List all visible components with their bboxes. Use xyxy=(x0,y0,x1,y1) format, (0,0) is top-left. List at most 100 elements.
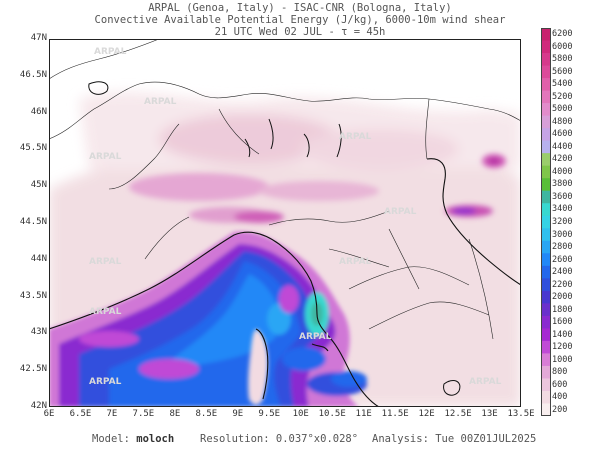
colorbar xyxy=(541,28,551,416)
latitude-label: 44N xyxy=(30,253,47,264)
colorbar-segment xyxy=(541,403,551,416)
latitude-label: 44.5N xyxy=(19,217,47,227)
footer-analysis: Analysis: Tue 00Z01JUL2025 xyxy=(372,433,536,445)
colorbar-segment xyxy=(541,40,551,54)
latitude-label: 43N xyxy=(30,327,47,338)
colorbar-label: 3400 xyxy=(552,204,573,215)
colorbar-label: 400 xyxy=(552,392,568,403)
colorbar-segment xyxy=(541,178,551,192)
latitude-label: 45.5N xyxy=(19,143,47,154)
longitude-label: 12.5E xyxy=(444,409,472,419)
watermark-text: ARPAL xyxy=(89,307,122,317)
colorbar-segment xyxy=(541,140,551,154)
latitude-label: 47N xyxy=(30,33,47,43)
watermark-text: ARPAL xyxy=(89,377,122,387)
colorbar-segment xyxy=(541,115,551,129)
latitude-label: 42.5N xyxy=(19,364,47,375)
colorbar-label: 2800 xyxy=(552,242,573,253)
colorbar-label: 3200 xyxy=(552,217,573,227)
latitude-label: 42N xyxy=(30,401,47,411)
colorbar-segment xyxy=(541,303,551,317)
footer-analysis-label: Analysis: xyxy=(372,433,429,445)
colorbar-label: 6000 xyxy=(552,41,573,52)
colorbar-label: 4200 xyxy=(552,154,573,165)
longitude-label: 7E xyxy=(106,409,118,419)
cape-map: ARPAL ARPAL ARPAL ARPAL ARPAL ARPAL ARPA… xyxy=(49,39,521,407)
longitude-label: 8E xyxy=(169,409,181,419)
colorbar-segment xyxy=(541,28,551,42)
footer-model-value: moloch xyxy=(136,433,175,445)
colorbar-label: 2200 xyxy=(552,279,573,290)
colorbar-segment xyxy=(541,328,551,342)
colorbar-label: 5200 xyxy=(552,91,573,102)
colorbar-segment xyxy=(541,240,551,254)
colorbar-label: 1000 xyxy=(552,354,573,365)
colorbar-label: 2600 xyxy=(552,254,573,265)
footer-resolution-label: Resolution: xyxy=(200,433,270,445)
header-line-3: 21 UTC Wed 02 JUL - τ = 45h xyxy=(214,26,386,38)
longitude-label: 11E xyxy=(355,409,372,419)
colorbar-segment xyxy=(541,53,551,67)
watermark-text: ARPAL xyxy=(89,152,122,162)
longitude-label: 6E xyxy=(43,409,55,419)
colorbar-label: 6200 xyxy=(552,29,573,40)
colorbar-segment xyxy=(541,153,551,167)
colorbar-label: 5000 xyxy=(552,104,573,115)
colorbar-segment xyxy=(541,203,551,217)
colorbar-frame xyxy=(541,28,551,416)
longitude-label: 13E xyxy=(481,409,498,419)
colorbar-label: 1800 xyxy=(552,304,573,315)
colorbar-segment xyxy=(541,65,551,79)
footer-analysis-value: Tue 00Z01JUL2025 xyxy=(435,433,537,445)
colorbar-label: 4800 xyxy=(552,116,573,127)
colorbar-segment xyxy=(541,365,551,379)
watermarks: ARPAL ARPAL ARPAL ARPAL ARPAL ARPAL ARPA… xyxy=(89,47,502,387)
colorbar-segment xyxy=(541,78,551,92)
colorbar-segment xyxy=(541,190,551,204)
colorbar-label: 4000 xyxy=(552,166,573,177)
header-line-2: Convective Available Potential Energy (J… xyxy=(94,14,506,26)
colorbar-label: 1400 xyxy=(552,329,573,340)
colorbar-segment xyxy=(541,165,551,179)
colorbar-label: 4600 xyxy=(552,129,573,140)
lakes xyxy=(88,81,461,396)
longitude-label: 7.5E xyxy=(132,409,155,419)
colorbar-label: 3000 xyxy=(552,229,573,240)
colorbar-segment xyxy=(541,278,551,292)
colorbar-label: 600 xyxy=(552,379,568,390)
watermark-text: ARPAL xyxy=(469,377,502,387)
coastline xyxy=(49,158,521,407)
colorbar-label: 200 xyxy=(552,404,568,415)
colorbar-label: 5400 xyxy=(552,79,573,90)
latitude-label: 46N xyxy=(30,106,47,117)
colorbar-label: 1200 xyxy=(552,342,573,353)
watermark-text: ARPAL xyxy=(94,47,127,57)
colorbar-label: 5800 xyxy=(552,54,573,65)
colorbar-segment xyxy=(541,103,551,117)
colorbar-label: 1600 xyxy=(552,317,573,328)
longitude-label: 9.5E xyxy=(258,409,281,419)
latitude-label: 45N xyxy=(30,180,47,191)
longitude-label: 6.5E xyxy=(69,409,92,419)
colorbar-segment xyxy=(541,128,551,142)
colorbar-segment xyxy=(541,265,551,279)
colorbar-label: 5600 xyxy=(552,66,573,77)
longitude-label: 10E xyxy=(292,409,309,419)
longitude-label: 12E xyxy=(418,409,435,419)
header-line-1: ARPAL (Genoa, Italy) - ISAC-CNR (Bologna… xyxy=(148,2,452,14)
footer-resolution-value: 0.037°x0.028° xyxy=(275,433,359,445)
colorbar-label: 3800 xyxy=(552,179,573,190)
colorbar-segment xyxy=(541,215,551,229)
watermark-text: ARPAL xyxy=(144,97,177,107)
longitude-label: 11.5E xyxy=(381,409,409,419)
colorbar-segment xyxy=(541,353,551,367)
watermark-text: ARPAL xyxy=(384,207,417,217)
colorbar-label: 800 xyxy=(552,367,568,378)
corsica-island xyxy=(248,329,268,405)
longitude-label: 8.5E xyxy=(195,409,218,419)
colorbar-segment xyxy=(541,290,551,304)
colorbar-segment xyxy=(541,340,551,354)
latitude-label: 46.5N xyxy=(19,69,47,80)
colorbar-label: 2000 xyxy=(552,292,573,303)
map-frame xyxy=(49,39,521,407)
